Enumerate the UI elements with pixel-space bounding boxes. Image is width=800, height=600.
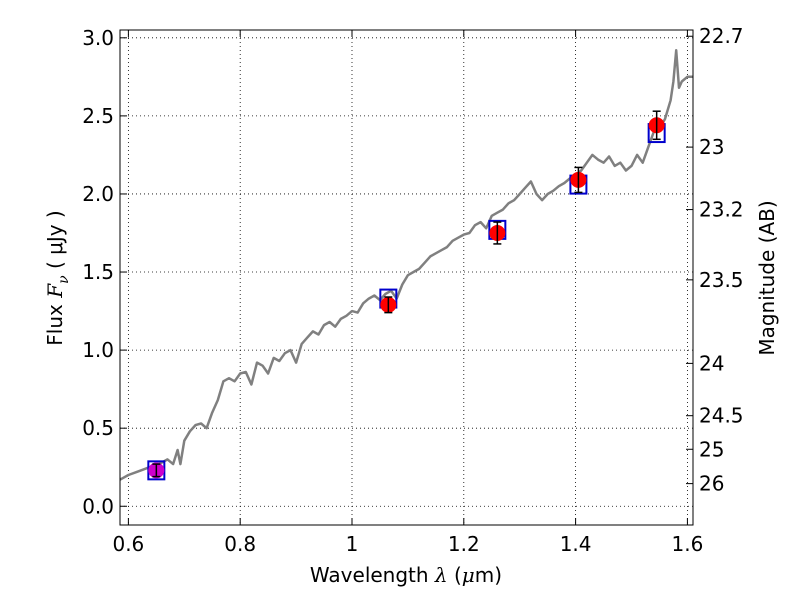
spectrum-line xyxy=(119,49,693,481)
y-axis-label: Flux Fν ( μJy ) xyxy=(43,210,72,345)
x-tick-label: 0.8 xyxy=(224,532,256,556)
y-tick-label: 2.0 xyxy=(82,182,114,206)
x-tick-label: 0.6 xyxy=(112,532,144,556)
x-tick-label: 1.4 xyxy=(560,532,592,556)
spectrum-layer xyxy=(119,49,693,481)
plot-frame xyxy=(119,29,694,526)
x-axis: 0.6 0.8 1 1.2 1.4 1.6 xyxy=(112,30,703,556)
y-tick-label: 0.0 xyxy=(82,494,114,518)
y-axis: 0.0 0.5 1.0 1.5 2.0 2.5 3.0 xyxy=(82,26,127,518)
x-tick-label: 1.6 xyxy=(672,532,704,556)
y2-tick-label: 25 xyxy=(699,437,724,461)
y2-tick-label: 24 xyxy=(699,351,724,375)
y-tick-label: 0.5 xyxy=(82,416,114,440)
y2-tick-label: 23 xyxy=(699,135,724,159)
y2-tick-label: 26 xyxy=(699,472,724,496)
y-tick-label: 2.5 xyxy=(82,104,114,128)
x-axis-label: Wavelength λ (μm) xyxy=(310,563,502,587)
x-tick-label: 1 xyxy=(346,532,359,556)
y-tick-label: 1.0 xyxy=(82,338,114,362)
y-tick-label: 1.5 xyxy=(82,260,114,284)
y2-axis-label: Magnitude (AB) xyxy=(755,200,779,355)
photometry-layer xyxy=(148,110,665,479)
y2-tick-label: 23.5 xyxy=(699,268,744,292)
y2-axis: 22.7 23 23.2 23.5 24 24.5 25 26 xyxy=(686,24,744,496)
grid xyxy=(120,30,693,525)
y2-tick-label: 24.5 xyxy=(699,404,744,428)
y-tick-label: 3.0 xyxy=(82,26,114,50)
y2-tick-label: 22.7 xyxy=(699,24,744,48)
y2-tick-label: 23.2 xyxy=(699,198,744,222)
x-tick-label: 1.2 xyxy=(448,532,480,556)
